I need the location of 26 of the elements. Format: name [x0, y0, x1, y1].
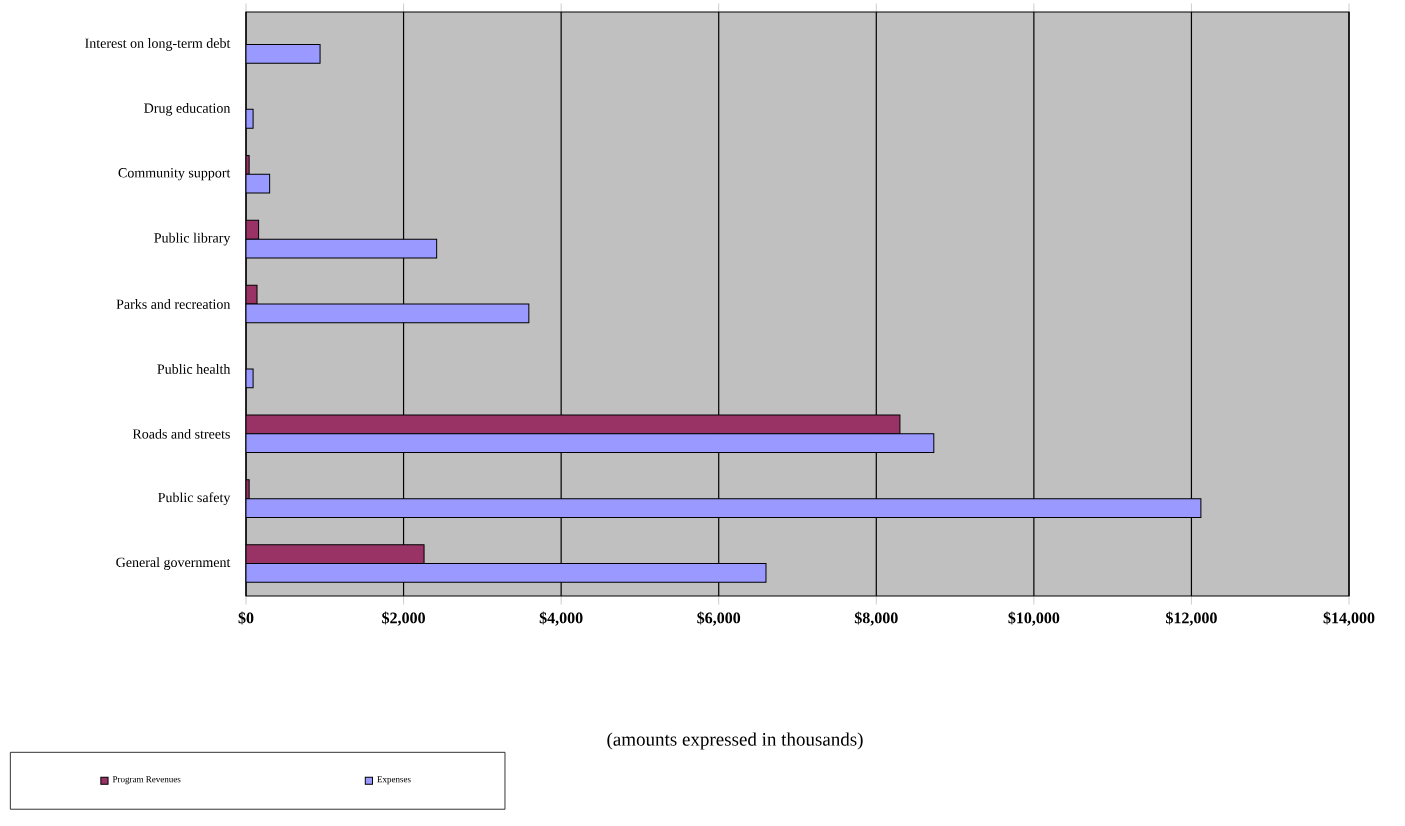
bar	[246, 563, 767, 583]
legend-label: Expenses	[377, 776, 411, 785]
y-tick-label: Interest on long-term debt	[85, 38, 231, 51]
y-tick-label: Drug education	[144, 103, 231, 116]
y-tick-label: Roads and streets	[132, 428, 230, 439]
bar	[246, 43, 321, 64]
x-tick-label: $10,000	[1008, 611, 1060, 626]
y-tick-label: Parks and recreation	[116, 299, 231, 309]
x-tick-label: $14,000	[1323, 611, 1375, 626]
bar	[246, 433, 935, 454]
bar	[246, 498, 1202, 518]
text: (amounts expressed in thousands)	[607, 732, 863, 750]
x-tick-label: $0	[238, 611, 254, 625]
y-tick-label: Public health	[157, 364, 231, 374]
x-tick-label: $6,000	[697, 611, 741, 626]
y-tick-label: Community support	[118, 168, 231, 181]
legend-label: Program Revenues	[112, 776, 181, 785]
y-tick-label: Public library	[154, 232, 231, 246]
x-tick-label: $4,000	[539, 611, 583, 626]
bar	[246, 303, 530, 324]
bar	[246, 238, 438, 259]
x-tick-label: $2,000	[382, 611, 425, 626]
y-tick-label: General government	[116, 557, 231, 570]
x-tick-label: $12,000	[1166, 611, 1217, 626]
x-tick-label: $8,000	[854, 611, 898, 626]
y-tick-label: Public safety	[158, 492, 231, 506]
